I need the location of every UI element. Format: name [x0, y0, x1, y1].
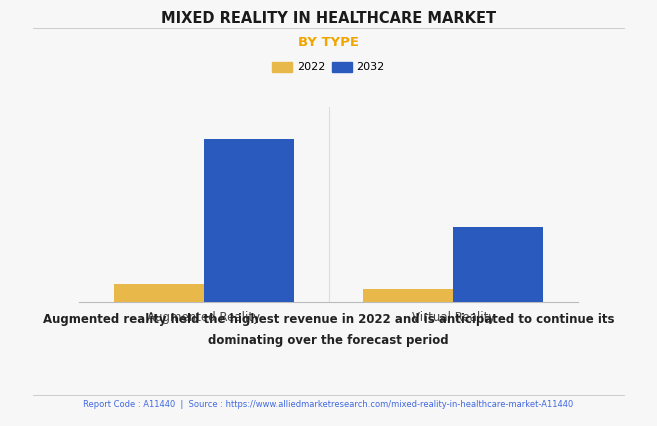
- Text: Augmented reality held the highest revenue in 2022 and is anticipated to continu: Augmented reality held the highest reven…: [43, 313, 614, 326]
- Bar: [204, 139, 294, 302]
- Bar: [363, 289, 453, 302]
- Text: BY TYPE: BY TYPE: [298, 36, 359, 49]
- Legend: 2022, 2032: 2022, 2032: [268, 57, 389, 77]
- Text: dominating over the forecast period: dominating over the forecast period: [208, 334, 449, 347]
- Text: Report Code : A11440  |  Source : https://www.alliedmarketresearch.com/mixed-rea: Report Code : A11440 | Source : https://…: [83, 400, 574, 409]
- Bar: [453, 227, 543, 302]
- Bar: [114, 285, 204, 302]
- Text: MIXED REALITY IN HEALTHCARE MARKET: MIXED REALITY IN HEALTHCARE MARKET: [161, 11, 496, 26]
